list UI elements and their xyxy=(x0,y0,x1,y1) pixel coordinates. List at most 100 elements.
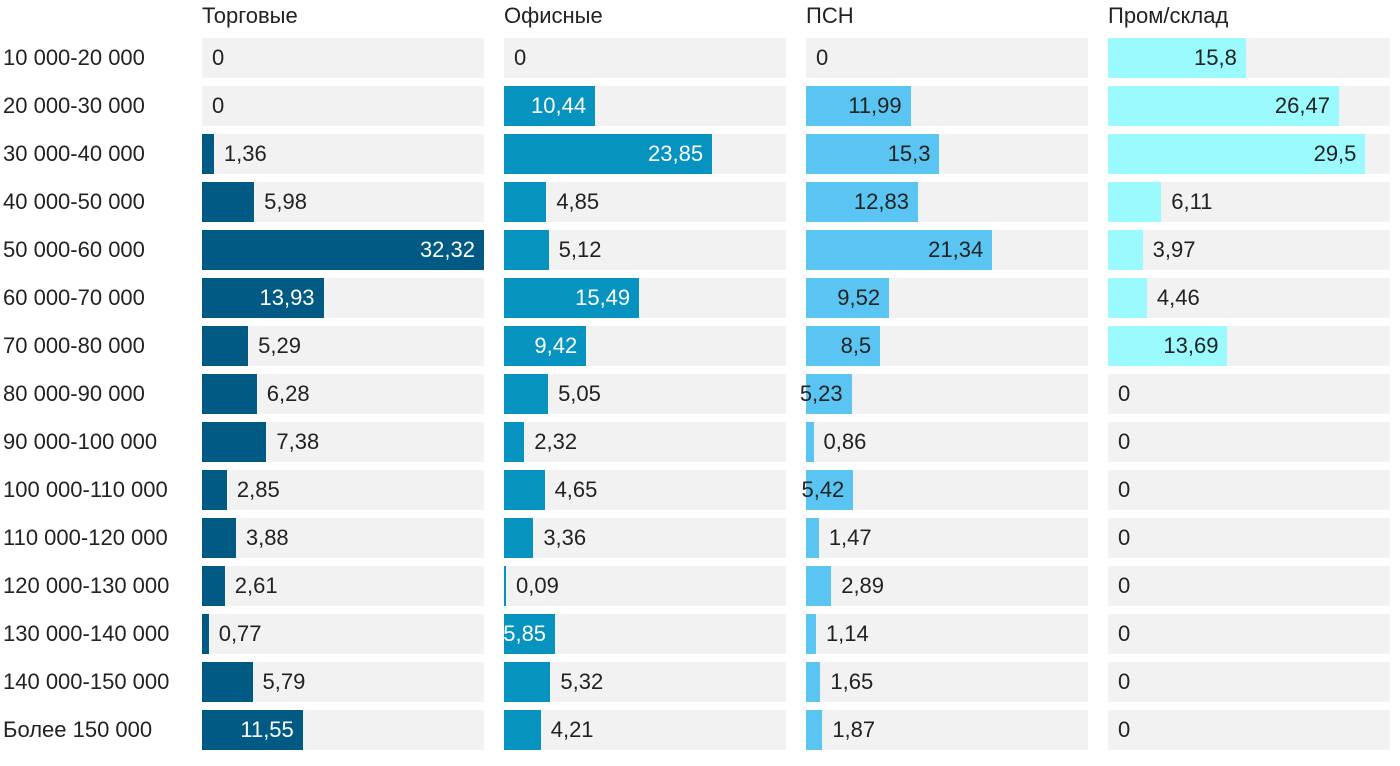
data-label: 1,14 xyxy=(825,621,869,646)
bar-track: 3,36 xyxy=(504,518,786,558)
bar xyxy=(504,614,556,654)
data-label: 8,5 xyxy=(840,333,872,358)
bar xyxy=(806,278,890,318)
bar-track: 5,85 xyxy=(503,614,786,654)
bar-track: 5,42 xyxy=(801,470,1088,510)
bar-track: 1,36 xyxy=(202,134,484,174)
bar xyxy=(806,710,823,750)
bar-track: 0 xyxy=(1108,422,1390,462)
bar-track: 15,3 xyxy=(806,134,1088,174)
data-label: 1,36 xyxy=(223,141,267,166)
bar xyxy=(504,374,549,414)
bar xyxy=(504,518,534,558)
bar xyxy=(806,374,852,414)
data-label: 5,29 xyxy=(258,333,301,358)
category-label: 70 000-80 000 xyxy=(3,333,145,358)
bar-track: 5,79 xyxy=(202,662,484,702)
bar-track: 5,05 xyxy=(504,374,786,414)
bar-track: 0,77 xyxy=(202,614,484,654)
data-label: 23,85 xyxy=(648,141,704,166)
bar-track: 4,85 xyxy=(504,182,786,222)
bar-track: 21,34 xyxy=(806,230,1088,270)
bar-track: 5,12 xyxy=(504,230,786,270)
bar xyxy=(202,662,253,702)
data-label: 15,3 xyxy=(887,141,931,166)
bar-track: 9,42 xyxy=(504,326,786,366)
category-label: 30 000-40 000 xyxy=(3,141,145,166)
bar xyxy=(1108,278,1147,318)
series-title: ПСН xyxy=(806,3,854,28)
data-label: 0,77 xyxy=(218,621,262,646)
bar xyxy=(806,134,940,174)
data-label: 11,99 xyxy=(848,93,902,118)
data-label: 0 xyxy=(1118,381,1131,406)
data-label: 7,38 xyxy=(276,429,320,454)
bar-track: 5,32 xyxy=(504,662,786,702)
bar-track: 5,23 xyxy=(800,374,1088,414)
bar-track: 2,85 xyxy=(202,470,484,510)
data-label: 5,98 xyxy=(264,189,307,214)
bar-track: 13,93 xyxy=(202,278,484,318)
bar-track: 32,32 xyxy=(202,230,484,270)
bar-track: 12,83 xyxy=(806,182,1088,222)
data-label: 15,49 xyxy=(575,285,631,310)
bar-track: 3,97 xyxy=(1108,230,1390,270)
bar xyxy=(202,614,209,654)
category-label: 130 000-140 000 xyxy=(3,621,170,646)
data-label: 0 xyxy=(1118,621,1131,646)
data-label: 29,5 xyxy=(1313,141,1357,166)
bar xyxy=(806,230,993,270)
data-label: 26,47 xyxy=(1274,93,1330,118)
data-label: 4,65 xyxy=(554,477,598,502)
bar-track: 0 xyxy=(1108,518,1390,558)
data-label: 5,23 xyxy=(799,381,843,406)
bar xyxy=(1108,38,1246,78)
category-label: Более 150 000 xyxy=(3,717,153,742)
category-label: 110 000-120 000 xyxy=(3,525,168,550)
data-label: 0 xyxy=(1118,477,1131,502)
bar-track: 26,47 xyxy=(1108,86,1390,126)
category-label: 120 000-130 000 xyxy=(3,573,170,598)
data-label: 0 xyxy=(212,93,225,118)
bar xyxy=(202,134,214,174)
bar-track: 0 xyxy=(1108,662,1390,702)
data-label: 9,52 xyxy=(837,285,881,310)
data-label: 0 xyxy=(1118,573,1131,598)
series-title: Пром/склад xyxy=(1108,3,1229,28)
data-label: 3,88 xyxy=(245,525,289,550)
bar xyxy=(1108,230,1143,270)
bar-track: 13,69 xyxy=(1108,326,1390,366)
bar-track: 1,14 xyxy=(806,614,1088,654)
bar-track: 2,32 xyxy=(504,422,786,462)
bar-track: 0 xyxy=(202,38,484,78)
bar-track: 4,65 xyxy=(504,470,786,510)
series-title: Торговые xyxy=(202,3,298,28)
bar xyxy=(806,566,832,606)
data-label: 2,89 xyxy=(841,573,885,598)
category-label: 10 000-20 000 xyxy=(3,45,145,70)
bar xyxy=(202,182,255,222)
bar xyxy=(806,470,854,510)
data-label: 0 xyxy=(1118,717,1131,742)
bar-track: 2,61 xyxy=(202,566,484,606)
bar-track: 1,65 xyxy=(806,662,1088,702)
bar-track: 1,47 xyxy=(806,518,1088,558)
bar xyxy=(202,470,227,510)
bar-track: 15,8 xyxy=(1108,38,1390,78)
data-label: 0,09 xyxy=(516,573,559,598)
bar-track: 6,11 xyxy=(1108,182,1390,222)
bar-track: 29,5 xyxy=(1108,134,1390,174)
bar-track: 15,49 xyxy=(504,278,786,318)
data-label: 6,11 xyxy=(1171,189,1213,214)
bar-track: 5,98 xyxy=(202,182,484,222)
bar xyxy=(202,422,267,462)
bar xyxy=(504,230,549,270)
data-label: 1,87 xyxy=(832,717,876,742)
data-label: 2,61 xyxy=(234,573,278,598)
bar-track: 0 xyxy=(1108,566,1390,606)
data-label: 3,97 xyxy=(1152,237,1196,262)
series-title: Офисные xyxy=(504,3,603,28)
bar xyxy=(806,662,821,702)
bar xyxy=(806,182,918,222)
